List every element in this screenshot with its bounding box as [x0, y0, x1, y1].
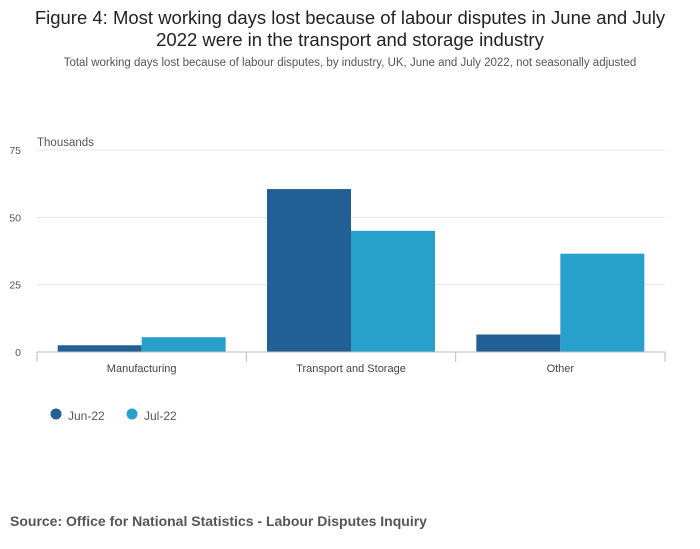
source-note: Source: Office for National Statistics -… [10, 513, 427, 529]
y-tick-label: 25 [9, 280, 21, 292]
x-tick-label: Manufacturing [107, 363, 177, 375]
chart-subtitle: Total working days lost because of labou… [63, 57, 637, 69]
bar-jul-22-other [560, 253, 645, 352]
legend-marker [50, 408, 62, 420]
y-tick-label: 50 [9, 212, 21, 224]
y-tick-label: 75 [9, 145, 21, 157]
y-tick-label: 0 [15, 347, 21, 359]
legend: Jun-22 Jul-22 [50, 408, 177, 423]
x-tick-label: Other [547, 363, 575, 375]
legend-marker [126, 408, 138, 420]
bar-jun-22-other [476, 334, 561, 352]
bar-jun-22-transport-and-storage [267, 189, 351, 352]
y-axis-ticks: 0 25 50 75 [9, 145, 21, 359]
y-axis-label: Thousands [37, 137, 94, 149]
legend-label: Jul-22 [144, 409, 177, 423]
bar-jun-22-manufacturing [57, 345, 142, 352]
x-tick-label: Transport and Storage [296, 363, 406, 375]
bar-jul-22-transport-and-storage [351, 230, 435, 352]
bar-jul-22-manufacturing [141, 337, 226, 352]
x-axis: Manufacturing Transport and Storage Other [36, 351, 666, 375]
bars [57, 189, 645, 352]
chart-title: Figure 4: Most working days lost because… [34, 7, 666, 50]
legend-label: Jun-22 [68, 409, 105, 423]
